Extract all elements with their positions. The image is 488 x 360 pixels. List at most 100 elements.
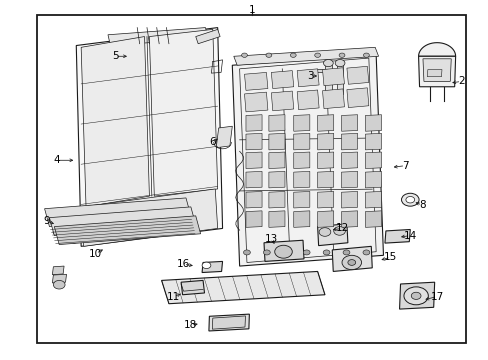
Polygon shape bbox=[181, 280, 204, 295]
Circle shape bbox=[265, 53, 271, 57]
Text: 5: 5 bbox=[112, 51, 119, 61]
Circle shape bbox=[333, 226, 345, 235]
Bar bbox=[37, 15, 466, 343]
Polygon shape bbox=[195, 30, 220, 44]
Polygon shape bbox=[245, 152, 262, 168]
Polygon shape bbox=[322, 68, 344, 86]
Circle shape bbox=[243, 250, 250, 255]
Polygon shape bbox=[336, 65, 343, 94]
Polygon shape bbox=[427, 69, 441, 77]
Circle shape bbox=[403, 287, 427, 305]
Polygon shape bbox=[216, 126, 232, 148]
Polygon shape bbox=[271, 91, 293, 111]
Polygon shape bbox=[341, 134, 357, 150]
Polygon shape bbox=[317, 171, 333, 188]
Polygon shape bbox=[317, 211, 333, 227]
Polygon shape bbox=[54, 216, 200, 244]
Polygon shape bbox=[322, 89, 344, 109]
Polygon shape bbox=[52, 274, 66, 283]
Polygon shape bbox=[233, 47, 378, 65]
Text: 16: 16 bbox=[177, 259, 190, 269]
Polygon shape bbox=[297, 90, 319, 110]
Polygon shape bbox=[245, 211, 262, 227]
Polygon shape bbox=[365, 211, 381, 227]
Polygon shape bbox=[44, 198, 190, 226]
Circle shape bbox=[274, 245, 292, 258]
Polygon shape bbox=[268, 115, 285, 131]
Polygon shape bbox=[317, 192, 333, 208]
Circle shape bbox=[319, 228, 330, 236]
Polygon shape bbox=[245, 192, 262, 208]
Polygon shape bbox=[202, 261, 222, 273]
Polygon shape bbox=[422, 59, 450, 81]
Text: 9: 9 bbox=[43, 216, 50, 226]
Text: 15: 15 bbox=[384, 252, 397, 262]
Polygon shape bbox=[317, 134, 333, 150]
Polygon shape bbox=[365, 152, 381, 168]
Text: 10: 10 bbox=[89, 248, 102, 258]
Polygon shape bbox=[293, 115, 309, 131]
Polygon shape bbox=[346, 66, 368, 84]
Text: 17: 17 bbox=[429, 292, 443, 302]
Circle shape bbox=[343, 250, 349, 255]
Polygon shape bbox=[365, 134, 381, 150]
Polygon shape bbox=[365, 192, 381, 208]
Circle shape bbox=[334, 59, 344, 67]
Polygon shape bbox=[293, 211, 309, 227]
Text: 6: 6 bbox=[209, 138, 216, 147]
Polygon shape bbox=[268, 171, 285, 188]
Circle shape bbox=[323, 250, 329, 255]
Circle shape bbox=[363, 53, 368, 57]
Polygon shape bbox=[268, 152, 285, 168]
Text: 8: 8 bbox=[418, 200, 425, 210]
Circle shape bbox=[53, 280, 65, 289]
Text: 14: 14 bbox=[403, 231, 416, 240]
Circle shape bbox=[303, 250, 309, 255]
Circle shape bbox=[362, 250, 369, 255]
Polygon shape bbox=[52, 266, 64, 275]
Circle shape bbox=[338, 53, 344, 57]
Text: 7: 7 bbox=[401, 161, 408, 171]
Polygon shape bbox=[244, 92, 267, 112]
Polygon shape bbox=[341, 211, 357, 227]
Text: 4: 4 bbox=[53, 155, 60, 165]
Polygon shape bbox=[317, 115, 333, 131]
Polygon shape bbox=[341, 115, 357, 131]
Circle shape bbox=[401, 193, 418, 206]
Text: 1: 1 bbox=[248, 5, 255, 15]
Polygon shape bbox=[297, 69, 319, 87]
Polygon shape bbox=[245, 171, 262, 188]
Polygon shape bbox=[212, 316, 245, 329]
Polygon shape bbox=[341, 192, 357, 208]
Polygon shape bbox=[244, 72, 267, 90]
Circle shape bbox=[314, 53, 320, 57]
Polygon shape bbox=[81, 189, 217, 246]
Circle shape bbox=[202, 262, 210, 269]
Polygon shape bbox=[293, 134, 309, 150]
Polygon shape bbox=[384, 229, 409, 243]
Polygon shape bbox=[317, 224, 347, 246]
Polygon shape bbox=[293, 152, 309, 168]
Polygon shape bbox=[316, 69, 328, 72]
Circle shape bbox=[341, 255, 361, 270]
Polygon shape bbox=[317, 152, 333, 168]
Polygon shape bbox=[271, 71, 293, 89]
Circle shape bbox=[263, 250, 270, 255]
Polygon shape bbox=[264, 240, 304, 261]
Polygon shape bbox=[293, 171, 309, 188]
Text: 2: 2 bbox=[457, 76, 464, 86]
Text: 13: 13 bbox=[264, 234, 277, 244]
Polygon shape bbox=[232, 54, 383, 266]
Polygon shape bbox=[331, 246, 371, 271]
Polygon shape bbox=[399, 282, 434, 309]
Polygon shape bbox=[208, 314, 249, 331]
Polygon shape bbox=[418, 42, 455, 56]
Polygon shape bbox=[365, 115, 381, 131]
Polygon shape bbox=[161, 271, 325, 304]
Text: 11: 11 bbox=[167, 292, 180, 302]
Polygon shape bbox=[341, 171, 357, 188]
Circle shape bbox=[347, 260, 355, 265]
Polygon shape bbox=[268, 192, 285, 208]
Text: 12: 12 bbox=[335, 224, 348, 233]
Polygon shape bbox=[293, 192, 309, 208]
